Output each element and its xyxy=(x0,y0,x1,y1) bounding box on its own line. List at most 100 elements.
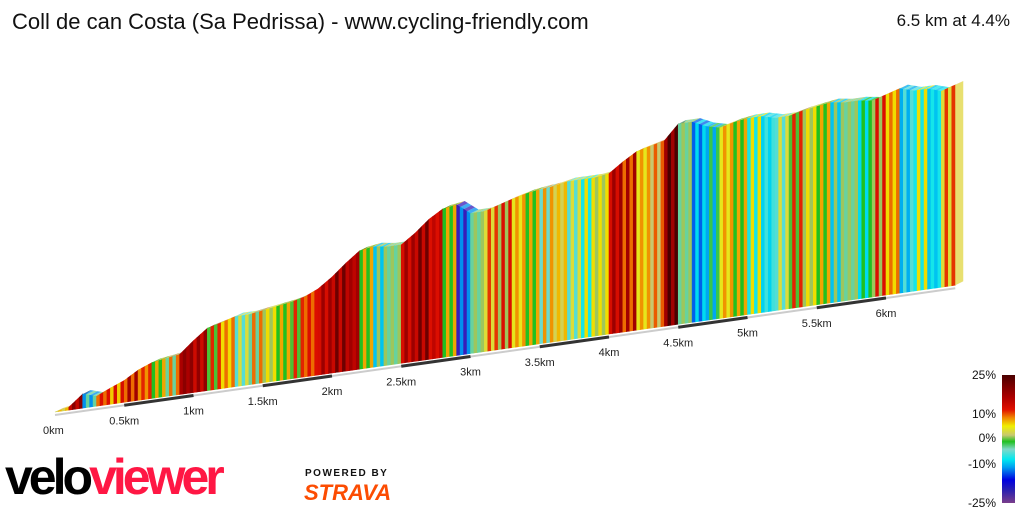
profile-top-segment xyxy=(165,353,178,359)
x-tick-label: 2.5km xyxy=(386,376,416,388)
profile-top-segment xyxy=(917,85,929,91)
profile-segment xyxy=(951,84,956,287)
x-axis-km-band xyxy=(124,394,194,407)
profile-segment xyxy=(809,107,814,307)
profile-segment xyxy=(210,325,215,391)
profile-segment xyxy=(861,100,866,299)
profile-segment xyxy=(778,116,783,311)
profile-segment xyxy=(802,109,807,308)
profile-segment xyxy=(535,189,541,345)
profile-segment xyxy=(695,122,700,323)
profile-segment xyxy=(342,262,347,372)
profile-top-segment xyxy=(726,119,739,126)
profile-segment xyxy=(435,210,440,359)
strava-logo[interactable]: STRAVA xyxy=(304,480,392,505)
profile-segment xyxy=(297,298,302,379)
profile-top-segment xyxy=(737,116,749,122)
profile-segment xyxy=(857,100,863,300)
profile-segment xyxy=(771,117,776,312)
profile-top-segment xyxy=(837,98,849,103)
profile-top-segment xyxy=(518,191,531,197)
profile-segment xyxy=(515,196,520,348)
logo-part: viewer xyxy=(89,449,225,505)
profile-top-segment xyxy=(269,303,282,309)
profile-top-segment xyxy=(539,184,552,190)
profile-segment xyxy=(681,122,686,325)
profile-segment xyxy=(99,391,104,407)
profile-top-segment xyxy=(162,354,174,360)
profile-top-segment xyxy=(827,98,839,104)
profile-top-segment xyxy=(709,122,721,128)
profile-segment xyxy=(148,362,153,400)
profile-top-segment xyxy=(58,405,70,411)
profile-segment xyxy=(155,360,160,399)
profile-segment xyxy=(556,183,561,342)
profile-segment xyxy=(615,164,620,334)
profile-top-segment xyxy=(716,123,728,128)
profile-top-segment xyxy=(868,96,881,101)
profile-top-segment xyxy=(761,112,773,117)
profile-segment xyxy=(522,193,527,347)
profile-segment xyxy=(622,158,627,333)
profile-segment xyxy=(819,104,824,305)
profile-top-segment xyxy=(574,176,586,181)
profile-segment xyxy=(158,359,163,398)
profile-segment xyxy=(213,323,219,390)
profile-segment xyxy=(103,389,108,406)
profile-segment xyxy=(286,302,291,380)
profile-top-segment xyxy=(643,143,656,149)
profile-segment xyxy=(653,142,658,329)
profile-top-segment xyxy=(86,390,98,396)
profile-segment xyxy=(497,203,502,350)
profile-segment xyxy=(619,161,624,333)
profile-segment xyxy=(823,103,828,305)
profile-segment xyxy=(806,108,811,307)
profile-segment xyxy=(182,346,187,395)
profile-segment xyxy=(584,178,589,338)
profile-segment xyxy=(387,246,392,366)
profile-top-segment xyxy=(55,406,67,412)
profile-top-segment xyxy=(588,174,600,179)
profile-top-segment xyxy=(723,121,735,127)
profile-segment xyxy=(162,358,167,398)
profile-top-segment xyxy=(820,100,832,106)
profile-top-segment xyxy=(214,320,226,326)
profile-segment xyxy=(948,86,953,287)
profile-segment xyxy=(923,88,928,290)
profile-segment xyxy=(307,292,312,377)
profile-segment xyxy=(238,315,243,387)
profile-segment xyxy=(896,88,901,294)
profile-segment xyxy=(314,288,319,376)
profile-segment xyxy=(248,313,253,386)
profile-segment xyxy=(601,174,606,336)
climb-summary: 6.5 km at 4.4% xyxy=(896,11,1010,30)
profile-top-segment xyxy=(286,298,299,304)
profile-segment xyxy=(553,184,558,343)
profile-top-segment xyxy=(449,201,462,207)
profile-top-segment xyxy=(699,120,711,126)
profile-top-segment xyxy=(678,119,690,125)
profile-segment xyxy=(792,112,797,309)
profile-segment xyxy=(909,89,915,292)
profile-top-segment xyxy=(681,119,694,124)
profile-segment xyxy=(349,256,354,371)
profile-segment xyxy=(882,94,887,296)
profile-top-segment xyxy=(931,85,943,91)
profile-segment xyxy=(338,265,343,373)
profile-segment xyxy=(899,88,904,294)
profile-segment xyxy=(317,285,322,376)
profile-segment xyxy=(712,126,717,320)
profile-top-segment xyxy=(858,96,870,101)
profile-segment xyxy=(594,176,599,337)
veloviewer-logo[interactable]: veloviewer xyxy=(5,449,225,505)
profile-segment xyxy=(660,140,665,328)
profile-segment xyxy=(425,218,430,361)
profile-top-segment xyxy=(266,304,278,310)
profile-top-segment xyxy=(913,86,926,91)
x-tick-label: 1.5km xyxy=(248,396,278,408)
profile-top-segment xyxy=(792,109,804,115)
profile-segment xyxy=(764,116,769,313)
profile-segment xyxy=(878,95,883,297)
profile-segment xyxy=(404,238,409,364)
